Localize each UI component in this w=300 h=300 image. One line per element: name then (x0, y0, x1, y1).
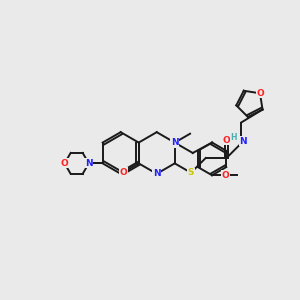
Text: O: O (119, 168, 127, 177)
Text: H: H (230, 133, 237, 142)
Text: O: O (256, 89, 264, 98)
Text: O: O (223, 136, 230, 145)
Text: S: S (188, 168, 194, 177)
Text: N: N (85, 159, 92, 168)
Text: N: N (153, 169, 160, 178)
Text: N: N (171, 138, 178, 147)
Text: O: O (61, 159, 68, 168)
Text: N: N (239, 137, 247, 146)
Text: O: O (222, 171, 230, 180)
